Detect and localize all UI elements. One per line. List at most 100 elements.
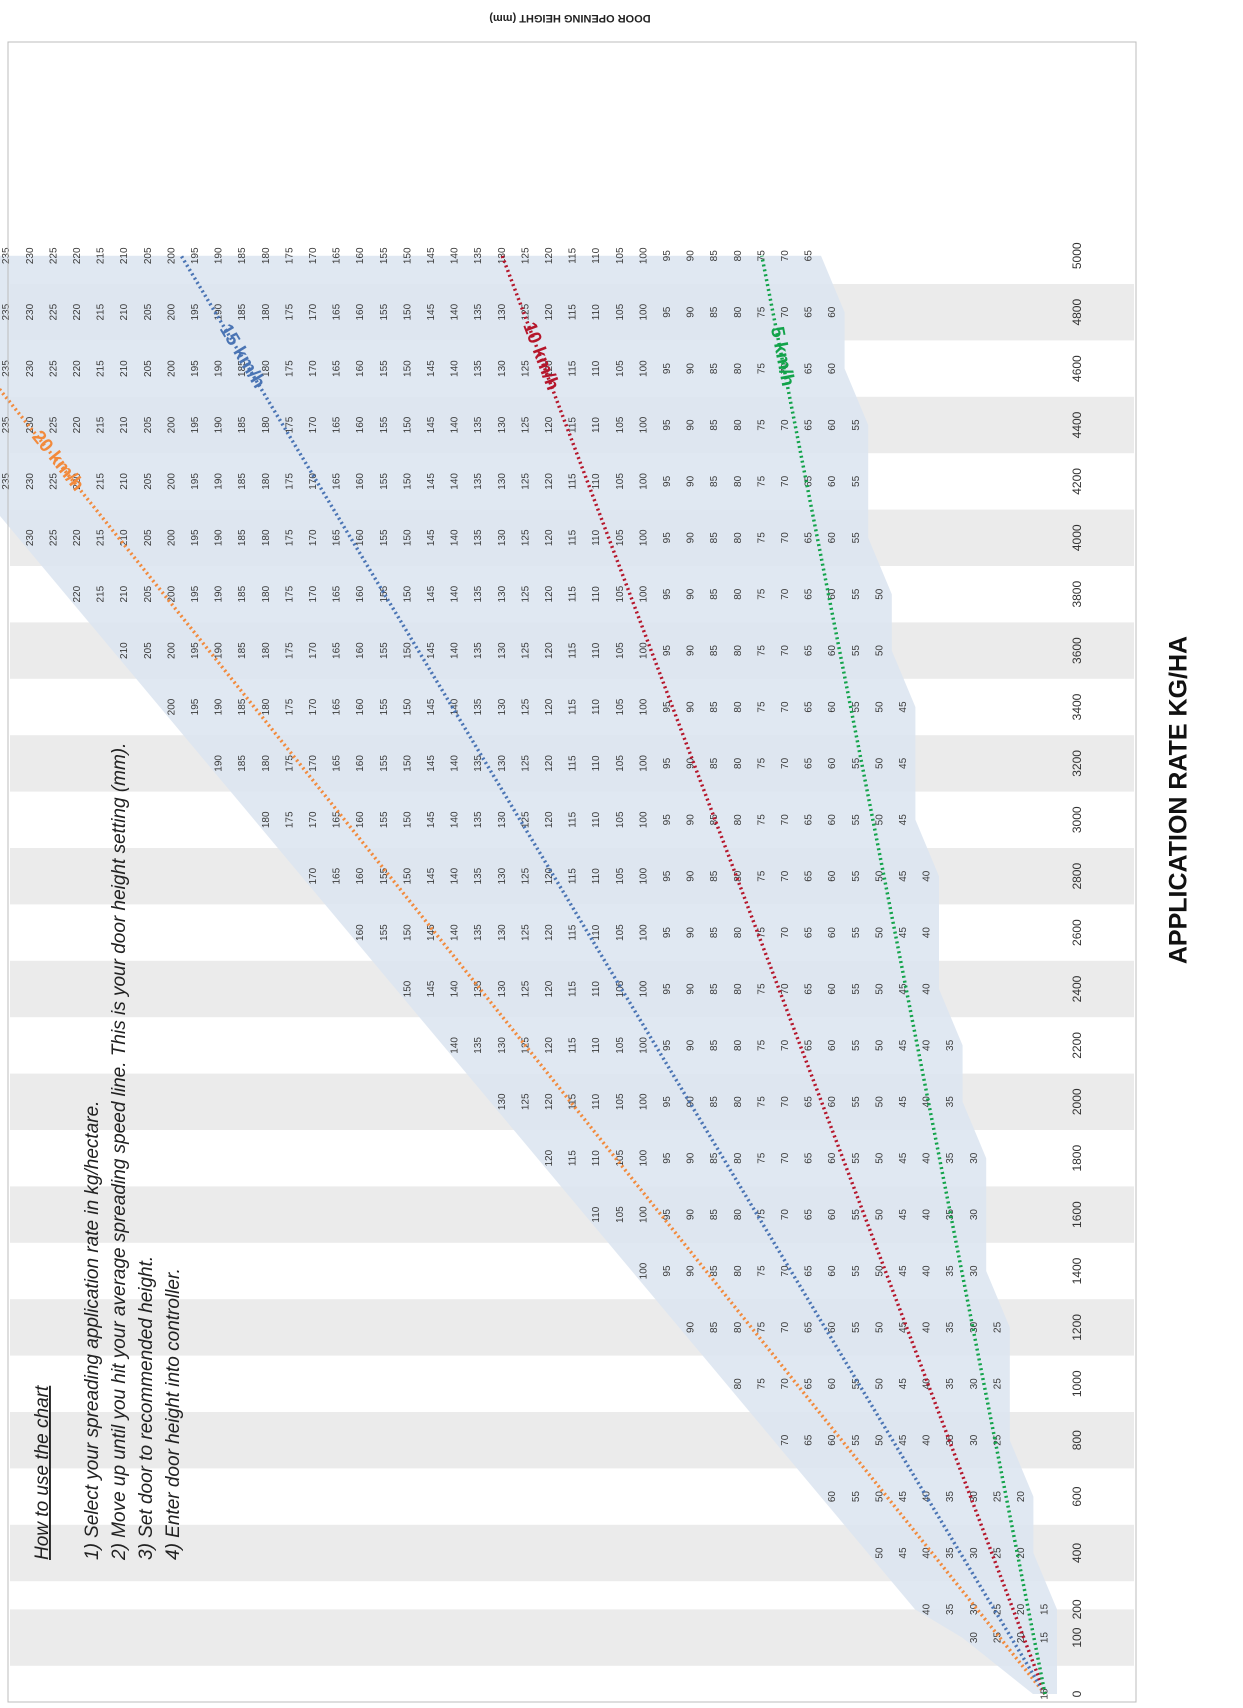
table-cell: 125 — [520, 867, 531, 884]
table-cell: 130 — [497, 303, 508, 320]
table-cell: 80 — [733, 814, 744, 826]
rate-tick-label: 4200 — [1070, 468, 1084, 495]
table-cell: 25 — [992, 1491, 1003, 1503]
rate-tick-label: 3200 — [1070, 750, 1084, 777]
table-cell: 125 — [520, 247, 531, 264]
table-cell: 95 — [662, 757, 673, 769]
table-cell: 160 — [355, 642, 366, 659]
table-cell: 120 — [544, 585, 555, 602]
table-cell: 75 — [756, 757, 767, 769]
table-cell: 90 — [686, 701, 697, 713]
table-cell: 40 — [922, 870, 933, 882]
table-cell: 115 — [568, 360, 579, 376]
table-cell: 130 — [497, 247, 508, 264]
table-cell: 85 — [709, 532, 720, 544]
table-cell: 175 — [284, 755, 295, 772]
table-cell: 225 — [48, 473, 59, 490]
table-cell: 85 — [709, 1209, 720, 1221]
table-cell: 40 — [922, 1152, 933, 1164]
table-cell: 45 — [898, 983, 909, 995]
chart-frame — [7, 41, 1137, 1703]
table-cell: 105 — [615, 303, 626, 320]
table-cell: 155 — [379, 473, 390, 490]
table-cell: 230 — [25, 303, 36, 320]
rate-tick-label: 2400 — [1070, 975, 1084, 1002]
table-cell: 190 — [214, 303, 225, 320]
table-cell: 215 — [96, 303, 107, 320]
table-cell: 80 — [733, 1096, 744, 1108]
rate-tick-label: 0 — [1070, 1690, 1084, 1697]
table-cell: 35 — [945, 1096, 956, 1108]
table-cell: 170 — [308, 642, 319, 659]
table-cell: 75 — [756, 1152, 767, 1164]
table-cell: 180 — [261, 642, 272, 659]
table-cell: 65 — [804, 306, 815, 318]
instruction-step: 1) Select your spreading application rat… — [82, 1101, 103, 1560]
table-cell: 140 — [450, 980, 461, 997]
table-cell: 75 — [756, 1265, 767, 1277]
table-cell: 130 — [497, 585, 508, 602]
table-cell: 70 — [780, 532, 791, 544]
table-cell: 100 — [638, 924, 649, 941]
table-cell: 160 — [355, 303, 366, 320]
table-cell: 75 — [756, 701, 767, 713]
table-cell: 175 — [284, 416, 295, 433]
table-cell: 145 — [426, 755, 437, 772]
table-cell: 160 — [355, 360, 366, 377]
instruction-step: 4) Enter door height into controller. — [163, 1268, 184, 1560]
table-cell: 210 — [119, 529, 130, 546]
table-cell: 220 — [72, 529, 83, 546]
table-cell: 70 — [780, 927, 791, 939]
table-cell: 100 — [638, 247, 649, 264]
table-cell: 200 — [166, 416, 177, 433]
table-cell: 85 — [709, 1265, 720, 1277]
table-cell: 115 — [568, 1150, 579, 1166]
table-cell: 180 — [261, 755, 272, 772]
table-cell: 170 — [308, 360, 319, 377]
table-cell: 80 — [733, 870, 744, 882]
table-cell: 150 — [402, 585, 413, 602]
table-cell: 75 — [756, 645, 767, 657]
instruction-step: 3) Set door to recommended height. — [136, 1256, 157, 1560]
table-cell: 195 — [190, 360, 201, 377]
table-cell: 85 — [709, 870, 720, 882]
rate-tick-label: 100 — [1070, 1627, 1084, 1647]
table-cell: 225 — [48, 360, 59, 377]
table-cell: 110 — [591, 1206, 602, 1222]
table-cell: 80 — [733, 1152, 744, 1164]
table-cell: 190 — [214, 529, 225, 546]
table-cell: 125 — [520, 755, 531, 772]
table-cell: 150 — [402, 980, 413, 997]
table-cell: 70 — [780, 645, 791, 657]
table-cell: 155 — [379, 924, 390, 941]
table-cell: 30 — [969, 1434, 980, 1446]
table-cell: 120 — [544, 755, 555, 772]
table-cell: 70 — [780, 1434, 791, 1446]
table-cell: 180 — [261, 585, 272, 602]
table-cell: 190 — [214, 247, 225, 264]
table-cell: 105 — [615, 1149, 626, 1166]
table-cell: 115 — [568, 1037, 579, 1053]
table-cell: 100 — [638, 360, 649, 377]
table-cell: 195 — [190, 416, 201, 433]
table-cell: 220 — [72, 585, 83, 602]
table-cell: 130 — [497, 924, 508, 941]
table-cell: 85 — [709, 757, 720, 769]
table-cell: 180 — [261, 698, 272, 715]
table-cell: 95 — [662, 870, 673, 882]
table-cell: 100 — [638, 1093, 649, 1110]
table-cell: 115 — [568, 417, 579, 433]
rate-tick-label: 1400 — [1070, 1257, 1084, 1284]
table-cell: 225 — [48, 247, 59, 264]
table-cell: 185 — [237, 247, 248, 264]
table-cell: 45 — [898, 927, 909, 939]
table-cell: 175 — [284, 642, 295, 659]
table-cell: 170 — [308, 755, 319, 772]
table-cell: 70 — [780, 1209, 791, 1221]
table-cell: 155 — [379, 585, 390, 602]
table-cell: 80 — [733, 475, 744, 487]
table-cell: 75 — [756, 1209, 767, 1221]
table-cell: 125 — [520, 980, 531, 997]
table-cell: 20 — [1016, 1603, 1027, 1615]
table-cell: 125 — [520, 529, 531, 546]
